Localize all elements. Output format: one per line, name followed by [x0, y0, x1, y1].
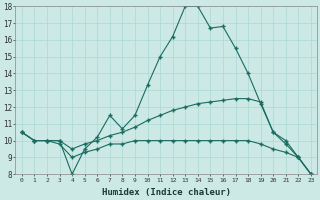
X-axis label: Humidex (Indice chaleur): Humidex (Indice chaleur)	[102, 188, 231, 197]
